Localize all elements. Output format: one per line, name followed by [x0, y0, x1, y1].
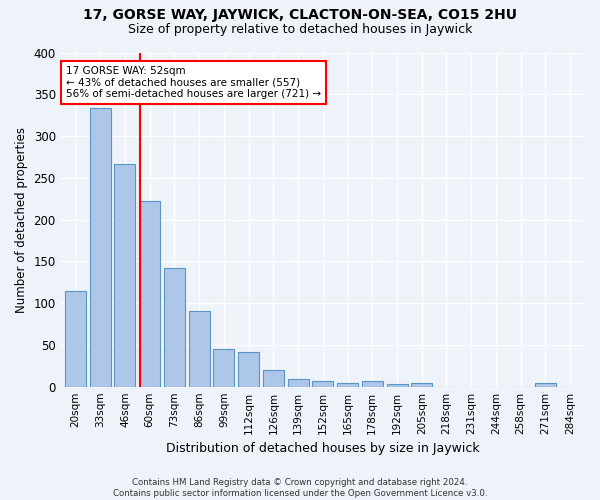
Bar [188, 312, 209, 386]
Bar [386, 384, 407, 386]
X-axis label: Distribution of detached houses by size in Jaywick: Distribution of detached houses by size … [166, 442, 479, 455]
Text: 17, GORSE WAY, JAYWICK, CLACTON-ON-SEA, CO15 2HU: 17, GORSE WAY, JAYWICK, CLACTON-ON-SEA, … [83, 8, 517, 22]
Bar [313, 381, 334, 386]
Text: Contains HM Land Registry data © Crown copyright and database right 2024.
Contai: Contains HM Land Registry data © Crown c… [113, 478, 487, 498]
Bar [139, 201, 160, 386]
Y-axis label: Number of detached properties: Number of detached properties [15, 126, 28, 312]
Bar [238, 352, 259, 386]
Bar [287, 379, 308, 386]
Text: Size of property relative to detached houses in Jaywick: Size of property relative to detached ho… [128, 22, 472, 36]
Bar [214, 349, 235, 387]
Bar [115, 164, 136, 386]
Bar [65, 290, 86, 386]
Bar [164, 268, 185, 386]
Text: 17 GORSE WAY: 52sqm
← 43% of detached houses are smaller (557)
56% of semi-detac: 17 GORSE WAY: 52sqm ← 43% of detached ho… [66, 66, 321, 99]
Bar [411, 384, 432, 386]
Bar [362, 381, 383, 386]
Bar [90, 108, 111, 386]
Bar [535, 384, 556, 386]
Bar [263, 370, 284, 386]
Bar [337, 382, 358, 386]
